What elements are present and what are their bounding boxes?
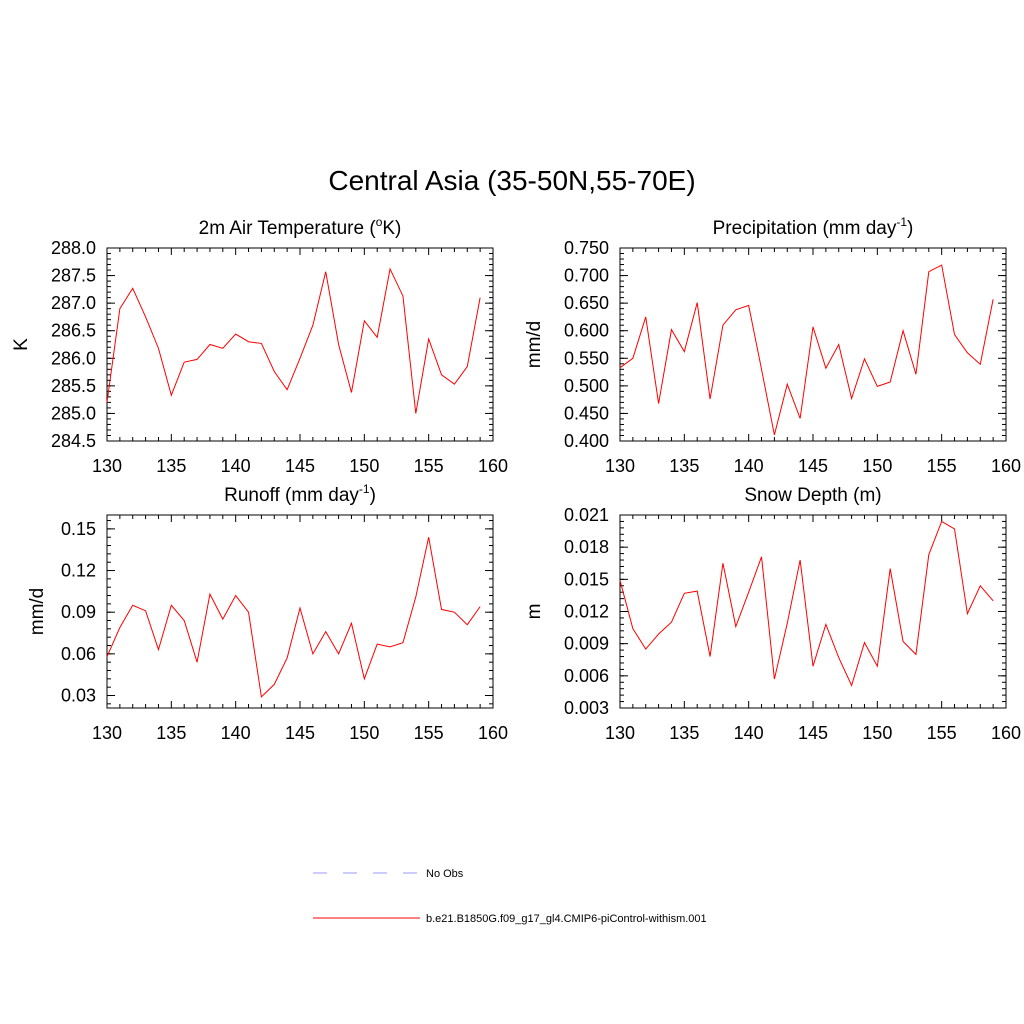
series-line-temperature xyxy=(106,267,481,414)
legend-label-no-obs: No Obs xyxy=(426,868,464,880)
y-tick-label: 285.0 xyxy=(51,403,96,423)
y-tick-label: 0.018 xyxy=(564,537,609,557)
y-tick-label: 285.5 xyxy=(51,376,96,396)
x-tick-label: 130 xyxy=(92,723,122,743)
chart-panel-temperature: 130 135 140 145 150 155 160 284.5 285.0 285.5 286.… xyxy=(11,215,508,476)
y-tick-label: 0.003 xyxy=(564,698,609,718)
y-tick-label: 0.700 xyxy=(564,266,609,286)
panel-title: 2m Air Temperature (oK) xyxy=(199,215,402,239)
y-tick-label: 0.550 xyxy=(564,348,609,368)
x-tick-label: 155 xyxy=(927,456,957,476)
x-tick-label: 160 xyxy=(478,456,508,476)
plot-frame xyxy=(619,514,1007,709)
x-tick-label: 130 xyxy=(92,456,122,476)
y-tick-label: 0.750 xyxy=(564,238,609,258)
figure-title: Central Asia (35-50N,55-70E) xyxy=(328,165,696,196)
panel-title: Snow Depth (m) xyxy=(744,485,881,506)
y-axis-label: mm/d xyxy=(524,321,545,369)
x-tick-label: 150 xyxy=(862,723,892,743)
plot-frame xyxy=(619,247,1007,442)
y-tick-label: 286.0 xyxy=(51,348,96,368)
y-tick-label: 284.5 xyxy=(51,431,96,451)
y-tick-label: 0.012 xyxy=(564,602,609,622)
plot-frame xyxy=(106,514,494,709)
x-tick-label: 160 xyxy=(991,456,1021,476)
x-tick-label: 140 xyxy=(221,456,251,476)
chart-panel-snow-depth: 130 135 140 145 150 155 160 0.003 0.006 0.009 0.01… xyxy=(524,485,1021,743)
y-tick-label: 288.0 xyxy=(51,238,96,258)
series-line-snow-depth xyxy=(619,520,994,687)
x-tick-label: 145 xyxy=(798,723,828,743)
y-tick-label: 0.06 xyxy=(61,644,96,664)
y-tick-label: 0.09 xyxy=(61,602,96,622)
x-tick-label: 155 xyxy=(927,723,957,743)
y-tick-label: 0.15 xyxy=(61,519,96,539)
y-tick-label: 287.0 xyxy=(51,293,96,313)
y-tick-label: 0.009 xyxy=(564,634,609,654)
x-tick-label: 155 xyxy=(414,456,444,476)
panel-title: Precipitation (mm day-1) xyxy=(713,215,914,239)
x-tick-label: 145 xyxy=(798,456,828,476)
legend: No Obs b.e21.B1850G.f09_g17_gl4.CMIP6-pi… xyxy=(313,868,707,925)
x-tick-label: 160 xyxy=(991,723,1021,743)
x-tick-label: 130 xyxy=(605,456,635,476)
x-tick-label: 135 xyxy=(669,456,699,476)
chart-panel-precipitation: 130 135 140 145 150 155 160 0.400 0.450 0.500 0.55… xyxy=(524,215,1021,476)
legend-label-model: b.e21.B1850G.f09_g17_gl4.CMIP6-piControl… xyxy=(426,913,707,925)
y-tick-label: 0.650 xyxy=(564,293,609,313)
x-tick-label: 145 xyxy=(285,456,315,476)
y-tick-label: 286.5 xyxy=(51,321,96,341)
x-tick-label: 140 xyxy=(221,723,251,743)
x-tick-label: 135 xyxy=(156,723,186,743)
y-tick-label: 0.450 xyxy=(564,403,609,423)
x-tick-label: 160 xyxy=(478,723,508,743)
x-tick-label: 155 xyxy=(414,723,444,743)
series-line-precipitation xyxy=(619,264,994,436)
y-tick-label: 0.015 xyxy=(564,569,609,589)
y-tick-label: 287.5 xyxy=(51,266,96,286)
x-tick-label: 135 xyxy=(156,456,186,476)
x-tick-label: 140 xyxy=(734,456,764,476)
y-tick-label: 0.12 xyxy=(61,561,96,581)
x-tick-label: 150 xyxy=(349,456,379,476)
x-tick-label: 150 xyxy=(862,456,892,476)
y-tick-label: 0.400 xyxy=(564,431,609,451)
x-tick-label: 150 xyxy=(349,723,379,743)
panel-title: Runoff (mm day-1) xyxy=(224,482,376,506)
y-axis-label: m xyxy=(524,604,545,620)
y-tick-label: 0.006 xyxy=(564,666,609,686)
y-tick-label: 0.021 xyxy=(564,505,609,525)
x-tick-label: 135 xyxy=(669,723,699,743)
x-tick-label: 140 xyxy=(734,723,764,743)
y-tick-label: 0.500 xyxy=(564,376,609,396)
series-line-runoff xyxy=(106,537,481,698)
plot-frame xyxy=(106,247,494,442)
y-tick-label: 0.03 xyxy=(61,686,96,706)
y-tick-label: 0.600 xyxy=(564,321,609,341)
x-tick-label: 130 xyxy=(605,723,635,743)
x-tick-label: 145 xyxy=(285,723,315,743)
y-axis-label: K xyxy=(11,338,32,351)
chart-panel-runoff: 130 135 140 145 150 155 160 0.03 0.06 0.09 0.12 0.1… xyxy=(27,482,508,743)
y-axis-label: mm/d xyxy=(27,588,48,636)
